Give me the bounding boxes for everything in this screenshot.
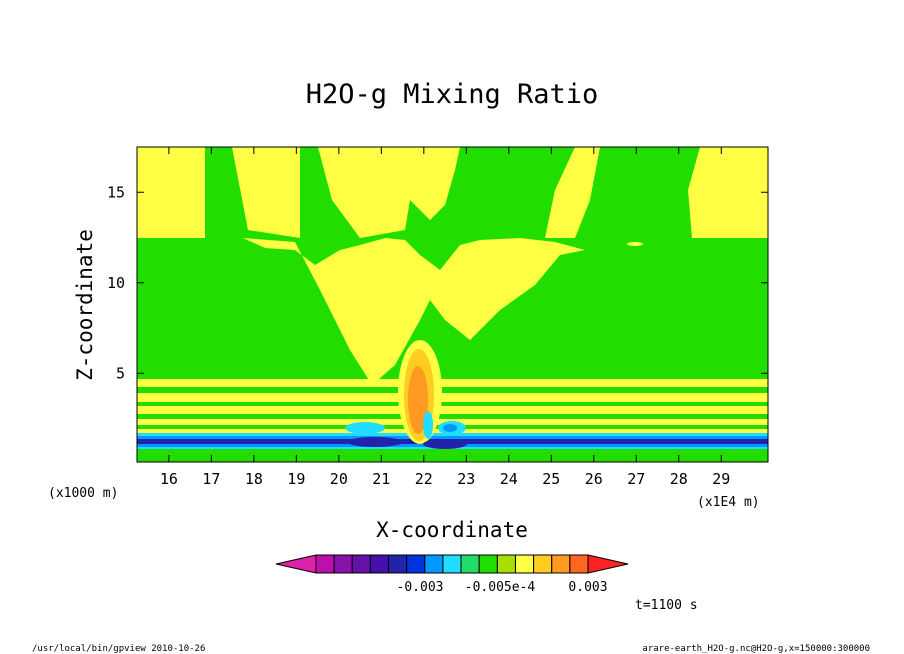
contour-plume-navy-right [423,439,467,449]
x-tick-label: 21 [372,470,390,488]
footer-right: arare-earth_H2O-g.nc@H2O-g,x=150000:3000… [642,644,870,654]
colorbar-segment [442,554,462,574]
colorbar-segment [351,554,371,574]
y-axis: 5 10 15 [107,183,768,382]
contour-yellow-upper-left [137,147,205,238]
contour-yellow-upper-far-right [688,147,768,238]
colorbar-arrow-left [275,554,317,574]
x-tick-label: 25 [542,470,560,488]
x-axis: 16 17 18 19 20 21 22 23 24 25 26 27 28 29 [160,147,730,488]
x-tick-label: 22 [415,470,433,488]
contour-plume-cyan-left [345,422,385,434]
x-tick-label: 20 [330,470,348,488]
plot-frame [136,146,769,463]
contour-yellow-upper-right [545,147,600,238]
chart-title: H2O-g Mixing Ratio [306,79,599,110]
contour-yellow-upper-center [318,147,460,238]
colorbar-segment [569,554,589,574]
contour-plume-navy-left [347,437,403,447]
colorbar-label-2: 0.003 [568,580,607,595]
footer-left: /usr/local/bin/gpview 2010-10-26 [32,644,205,654]
colorbar-label-0: -0.003 [397,580,444,595]
contour-band-yellow-3 [137,406,768,414]
contour-yellow-upper-left-2 [232,147,300,238]
contour-green-band-mid [137,238,768,242]
colorbar-segment [388,554,408,574]
time-label: t=1100 s [635,598,698,613]
y-tick-label: 15 [107,183,125,201]
colorbar-segment [496,554,516,574]
colorbar-label-1: -0.005e-4 [465,580,536,595]
x-axis-label: X-coordinate [376,518,528,542]
colorbar-segment [315,554,335,574]
colorbar-segment [533,554,553,574]
contour-plume-blue-right [443,424,457,432]
y-axis-label: Z-coordinate [73,229,97,381]
colorbar-segment [333,554,353,574]
colorbar-segment [424,554,444,574]
colorbar-arrow-right [587,554,629,574]
colorbar-segment [514,554,535,574]
plot-area [137,147,768,462]
colorbar-segment [478,554,498,574]
contour-band-blue [137,436,768,439]
x-tick-label: 28 [670,470,688,488]
x-tick-label: 29 [712,470,730,488]
y-tick-label: 5 [116,364,125,382]
colorbar-segment [406,554,426,574]
colorbar-segment [551,554,571,574]
x-tick-label: 18 [245,470,263,488]
contour-band-yellow-1 [137,379,768,387]
colorbar [275,554,629,574]
x-tick-label: 23 [457,470,475,488]
x-tick-label: 26 [585,470,603,488]
x-tick-label: 16 [160,470,178,488]
x-units-label: (x1E4 m) [697,495,760,510]
contour-yellow-v [243,238,585,385]
contour-plume-orange [408,366,428,434]
colorbar-segment [460,554,480,574]
contour-band-green-low [137,449,768,462]
x-tick-label: 27 [627,470,645,488]
colorbar-segment [369,554,390,574]
x-tick-label: 17 [202,470,220,488]
y-tick-label: 10 [107,274,125,292]
x-tick-label: 24 [500,470,518,488]
y-units-label: (x1000 m) [48,486,118,501]
contour-small-blob [627,242,643,246]
contour-band-yellow-2 [137,393,768,402]
x-tick-label: 19 [287,470,305,488]
contour-plume-cyan-center [423,411,433,439]
